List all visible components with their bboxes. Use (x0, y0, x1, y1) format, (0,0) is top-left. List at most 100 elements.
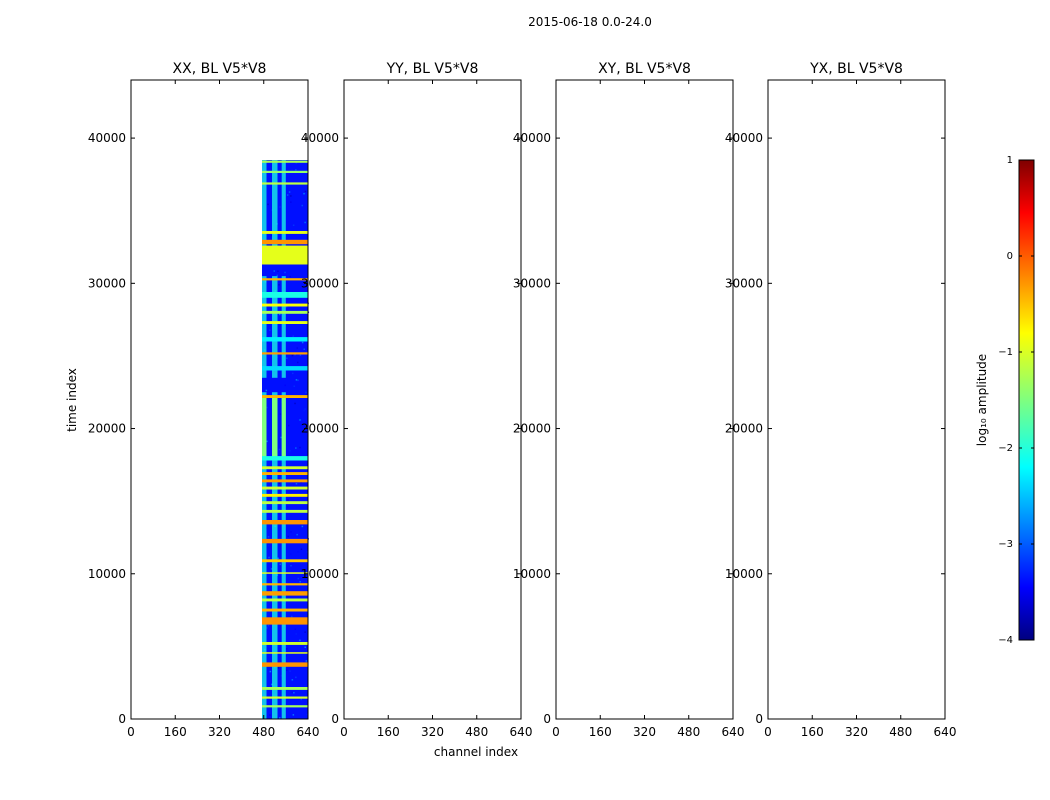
point-source (224, 674, 229, 682)
time-row (131, 87, 308, 89)
rfi-band (919, 276, 923, 378)
time-row (768, 321, 945, 324)
rfi-band (262, 392, 267, 719)
y-tick-label: 40000 (301, 131, 339, 145)
time-row (344, 466, 521, 469)
time-row (556, 494, 733, 497)
rfi-band (253, 392, 259, 719)
rfi-band (909, 392, 915, 719)
time-row (556, 100, 733, 102)
rfi-strong-block (890, 397, 896, 461)
time-row (768, 155, 945, 157)
time-row (768, 705, 945, 707)
rfi-band (909, 276, 915, 378)
time-row (262, 501, 308, 505)
time-row (768, 395, 945, 398)
time-row (344, 479, 521, 482)
rfi-strong-block (253, 397, 259, 461)
time-row (556, 520, 733, 524)
time-row (262, 559, 308, 563)
time-row (768, 501, 945, 504)
time-row (556, 705, 733, 707)
rfi-strong-block (678, 397, 684, 461)
time-row (556, 559, 733, 562)
point-source (649, 674, 654, 682)
time-row (556, 539, 733, 543)
panel-yy: YY, BL V5*V8 0 160 320 480 640 0 10000 20000 3000… (301, 61, 533, 739)
time-row (768, 352, 945, 354)
time-row (262, 538, 308, 544)
time-row (556, 652, 733, 654)
time-row (344, 697, 521, 699)
rfi-band (474, 276, 480, 378)
time-row (344, 559, 521, 562)
time-row (768, 292, 945, 298)
rfi-band (663, 276, 667, 378)
time-row (556, 321, 733, 324)
rfi-strong-block (244, 397, 248, 461)
rfi-band (466, 276, 472, 378)
point-source-halo (177, 670, 187, 686)
point-source (180, 674, 185, 682)
time-row (556, 87, 733, 89)
time-row (768, 599, 945, 602)
time-row (262, 591, 308, 596)
time-row (556, 246, 733, 265)
time-row (556, 501, 733, 504)
time-row (344, 652, 521, 654)
x-tick-label: 160 (801, 725, 824, 739)
colorbar-gradient (1018, 159, 1035, 641)
colorbar-tick-label: 1 (1007, 155, 1013, 166)
rfi-strong-block (898, 397, 904, 461)
time-row (262, 310, 308, 314)
time-row (262, 486, 308, 490)
rfi-strong-block (281, 396, 286, 461)
rfi-band (875, 276, 879, 378)
time-row (344, 539, 521, 543)
rfi-band (485, 80, 491, 262)
time-row (768, 559, 945, 562)
colorbar-tick-label: −4 (998, 635, 1013, 646)
x-tick-label: 0 (764, 725, 772, 739)
time-row (344, 87, 521, 89)
time-row (262, 278, 308, 281)
time-row (556, 456, 733, 460)
y-tick-label: 30000 (88, 276, 126, 290)
time-row (768, 121, 945, 125)
point-source-halo (814, 670, 824, 686)
y-tick-label: 40000 (513, 131, 551, 145)
time-row (556, 617, 733, 624)
time-row (262, 696, 308, 699)
time-row (344, 687, 521, 690)
time-row (262, 493, 308, 497)
time-row (768, 520, 945, 524)
time-row (262, 687, 308, 690)
time-row (768, 337, 945, 341)
point-source-halo (390, 670, 400, 686)
x-tick-label: 320 (208, 725, 231, 739)
time-row (344, 510, 521, 513)
time-row (344, 171, 521, 173)
figure-suptitle: 2015-06-18 0.0-24.0 (528, 15, 652, 29)
time-row (556, 572, 733, 574)
time-row (344, 642, 521, 645)
time-row (768, 662, 945, 666)
y-tick-label: 0 (118, 712, 126, 726)
heatmap-background (344, 80, 521, 719)
time-row (344, 705, 521, 707)
time-row (131, 100, 308, 102)
panel-title: YY, BL V5*V8 (386, 61, 479, 77)
time-row (344, 337, 521, 341)
time-row (556, 599, 733, 602)
point-source-halo (602, 670, 612, 686)
rfi-band (663, 80, 667, 262)
heatmap-image (344, 80, 522, 720)
time-row (344, 108, 521, 112)
colorbar-tick-label: 0 (1007, 251, 1013, 262)
rfi-band (495, 80, 499, 262)
time-row (344, 92, 521, 94)
rfi-band (686, 80, 692, 262)
time-row (556, 479, 733, 482)
panel-title: XX, BL V5*V8 (173, 61, 267, 77)
rfi-band (707, 392, 711, 719)
